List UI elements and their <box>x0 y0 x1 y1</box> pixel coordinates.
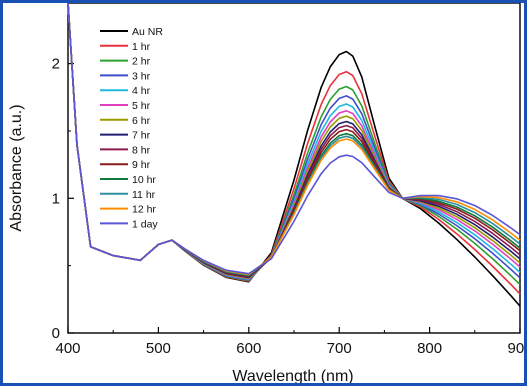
x-tick-label: 700 <box>327 340 352 357</box>
legend-label: Au NR <box>132 26 163 38</box>
y-tick-label: 0 <box>52 325 60 342</box>
legend-label: 8 hr <box>132 144 151 156</box>
y-axis-label: Absorbance (a.u.) <box>8 104 25 231</box>
x-tick-label: 500 <box>146 340 171 357</box>
legend-label: 7 hr <box>132 130 151 142</box>
x-tick-label: 900 <box>507 340 524 357</box>
legend-label: 2 hr <box>132 56 151 68</box>
legend-label: 1 hr <box>132 41 151 53</box>
y-tick-label: 2 <box>52 56 60 73</box>
absorbance-chart: 400 500 600 700 800 900 0 1 2 Au NR 1 hr 2 hr 3 hr 4… <box>3 3 524 383</box>
x-axis-label: Wavelength (nm) <box>232 368 353 383</box>
legend-label: 9 hr <box>132 159 151 171</box>
legend-label: 12 hr <box>132 204 156 216</box>
legend-label: 1 day <box>132 218 158 230</box>
x-tick-label: 800 <box>417 340 442 357</box>
legend-label: 3 hr <box>132 70 151 82</box>
y-tick-label: 1 <box>52 190 60 207</box>
legend-label: 5 hr <box>132 100 151 112</box>
legend-label: 4 hr <box>132 85 151 97</box>
legend-label: 10 hr <box>132 174 156 186</box>
x-tick-label: 600 <box>236 340 261 357</box>
x-tick-label: 400 <box>55 340 80 357</box>
legend-label: 6 hr <box>132 115 151 127</box>
legend-label: 11 hr <box>132 189 156 201</box>
